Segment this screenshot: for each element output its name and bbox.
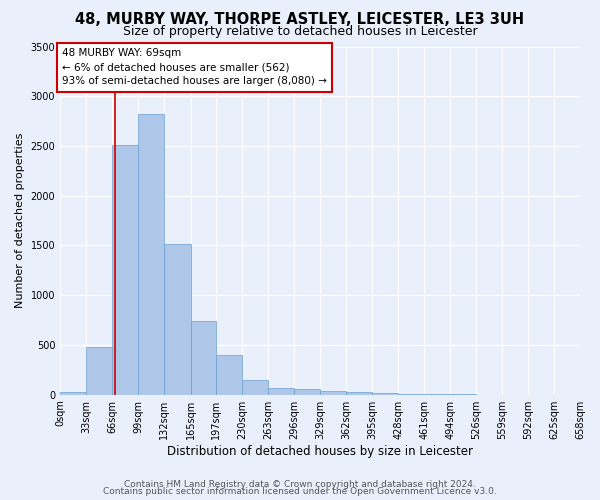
Bar: [164, 244, 191, 394]
Bar: [268, 388, 294, 394]
Bar: [372, 392, 398, 394]
Text: 48, MURBY WAY, THORPE ASTLEY, LEICESTER, LE3 3UH: 48, MURBY WAY, THORPE ASTLEY, LEICESTER,…: [76, 12, 524, 28]
Bar: [60, 392, 86, 394]
Text: Contains HM Land Registry data © Crown copyright and database right 2024.: Contains HM Land Registry data © Crown c…: [124, 480, 476, 489]
Bar: [139, 114, 164, 394]
Bar: [216, 355, 242, 395]
X-axis label: Distribution of detached houses by size in Leicester: Distribution of detached houses by size …: [167, 444, 473, 458]
Bar: [346, 392, 372, 394]
Bar: [191, 321, 216, 394]
Bar: [294, 389, 320, 394]
Bar: [320, 390, 346, 394]
Bar: [242, 380, 268, 394]
Bar: [112, 145, 139, 394]
Y-axis label: Number of detached properties: Number of detached properties: [15, 133, 25, 308]
Text: 48 MURBY WAY: 69sqm
← 6% of detached houses are smaller (562)
93% of semi-detach: 48 MURBY WAY: 69sqm ← 6% of detached hou…: [62, 48, 326, 86]
Bar: [86, 347, 112, 395]
Text: Contains public sector information licensed under the Open Government Licence v3: Contains public sector information licen…: [103, 487, 497, 496]
Text: Size of property relative to detached houses in Leicester: Size of property relative to detached ho…: [122, 25, 478, 38]
